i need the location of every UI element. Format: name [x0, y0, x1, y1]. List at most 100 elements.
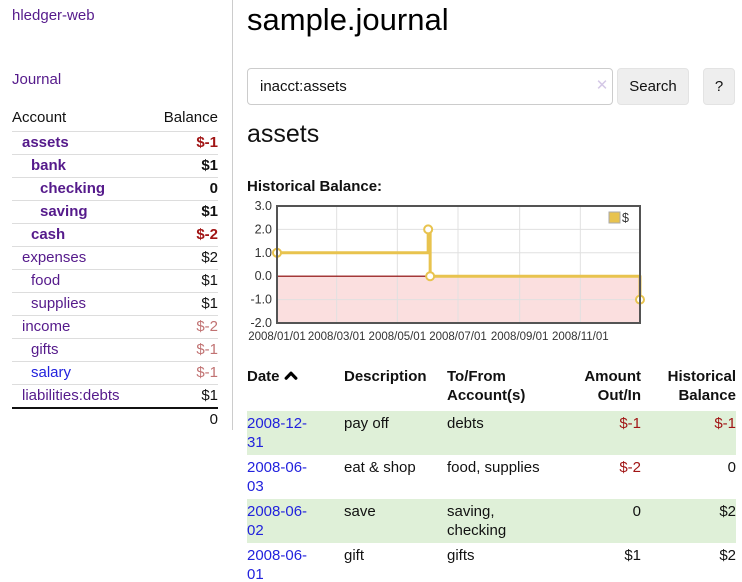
accounts-total-spacer: [12, 407, 149, 431]
sidebar-item-journal[interactable]: Journal: [12, 71, 62, 88]
account-balance: $1: [148, 200, 218, 224]
account-row: gifts $-1: [12, 338, 218, 362]
svg-text:2008/03/01: 2008/03/01: [308, 331, 366, 343]
account-balance: $-1: [148, 361, 218, 385]
account-link[interactable]: liabilities:debts: [22, 387, 120, 404]
account-balance: 0: [148, 177, 218, 201]
brand-link[interactable]: hledger-web: [12, 7, 95, 24]
search-input[interactable]: [247, 68, 613, 105]
account-balance: $1: [148, 384, 218, 408]
account-link[interactable]: expenses: [22, 249, 87, 266]
account-balance: $2: [148, 246, 218, 270]
help-button[interactable]: ?: [703, 68, 735, 105]
account-row: cash $-2: [12, 223, 218, 247]
transaction-description: pay off: [344, 411, 447, 455]
accounts-total-row: 0: [12, 407, 218, 431]
transaction-description: eat & shop: [344, 459, 416, 476]
transaction-accounts: gifts: [447, 547, 475, 564]
register-row: 2008-06-01 gift gifts $1 $2: [247, 543, 736, 582]
transaction-amount: $-1: [577, 411, 641, 455]
accounts-header-account: Account: [12, 109, 67, 126]
transaction-accounts: saving, checking: [447, 499, 577, 543]
historical-balance-chart: 3.0 2.0 1.0 0.0 -1.0 -2.0 2008/01/01 2008/03/01…: [240, 199, 670, 350]
svg-text:-1.0: -1.0: [250, 293, 272, 307]
clear-search-icon[interactable]: ✕: [595, 77, 609, 94]
account-row: bank $1: [12, 154, 218, 178]
accounts-header-row: Account Balance: [12, 106, 218, 132]
svg-text:2.0: 2.0: [255, 222, 272, 236]
transaction-amount: 0: [577, 499, 641, 543]
account-link[interactable]: supplies: [31, 295, 87, 312]
register-table: Date Description To/From Account(s) Amou…: [247, 364, 736, 582]
chevron-up-icon: [284, 367, 298, 386]
data-point: [425, 271, 436, 282]
transaction-balance: 0: [727, 459, 736, 476]
register-header-description: Description: [344, 368, 427, 385]
transaction-date-link[interactable]: 2008-06-03: [247, 459, 308, 495]
account-link[interactable]: assets: [22, 134, 69, 151]
account-balance: $-1: [148, 131, 218, 155]
account-page-title: assets: [247, 120, 320, 148]
accounts-total-value: 0: [148, 407, 218, 431]
transaction-balance: $2: [719, 547, 736, 564]
transaction-amount: $-2: [619, 459, 641, 476]
transaction-accounts: food, supplies: [447, 459, 540, 476]
account-row: expenses $2: [12, 246, 218, 270]
transaction-description: gift: [344, 547, 365, 564]
account-balance: $-2: [148, 315, 218, 339]
account-row: income $-2: [12, 315, 218, 339]
account-row: salary $-1: [12, 361, 218, 385]
transaction-date-link[interactable]: 2008-06-02: [247, 503, 308, 539]
register-row: 2008-06-03 eat & shop food, supplies $-2 0: [247, 455, 736, 499]
register-header-date-label: Date: [247, 368, 280, 385]
transaction-date-link[interactable]: 2008-06-01: [247, 547, 308, 582]
sidebar-divider: [232, 0, 233, 430]
svg-text:0.0: 0.0: [255, 269, 272, 283]
legend-swatch: [608, 211, 621, 224]
account-row: liabilities:debts $1: [12, 384, 218, 408]
register-row: 2008-06-02 save saving, checking 0 $2: [247, 499, 736, 543]
account-row: assets $-1: [12, 131, 218, 155]
account-balance: $1: [148, 269, 218, 293]
register-header-row: Date Description To/From Account(s) Amou…: [247, 364, 736, 411]
svg-text:2008/11/01: 2008/11/01: [552, 331, 609, 343]
register-header-accounts: To/From Account(s): [447, 368, 526, 404]
transaction-date-link[interactable]: 2008-12-31: [247, 415, 308, 451]
account-row: food $1: [12, 269, 218, 293]
page-title: sample.journal: [247, 2, 449, 37]
transaction-balance: $2: [641, 499, 736, 543]
account-link[interactable]: salary: [31, 364, 72, 381]
account-link[interactable]: saving: [40, 203, 88, 220]
register-header-date[interactable]: Date: [247, 364, 344, 411]
account-balance: $1: [148, 292, 218, 316]
svg-text:2008/07/01: 2008/07/01: [429, 331, 487, 343]
transaction-balance: $-1: [641, 411, 736, 455]
account-balance: $-2: [148, 223, 218, 247]
chart-label: Historical Balance:: [247, 178, 383, 195]
account-row: supplies $1: [12, 292, 218, 316]
legend-label: $: [622, 211, 629, 225]
accounts-header-balance: Balance: [163, 109, 218, 126]
register-row: 2008-12-31 pay off debts $-1 $-1: [247, 411, 736, 455]
account-row: saving $1: [12, 200, 218, 224]
account-balance: $1: [148, 154, 218, 178]
account-link[interactable]: bank: [31, 157, 67, 174]
transaction-amount: $1: [624, 547, 641, 564]
svg-text:2008/05/01: 2008/05/01: [369, 331, 427, 343]
account-balance: $-1: [148, 338, 218, 362]
transaction-accounts: debts: [447, 411, 577, 455]
svg-text:-2.0: -2.0: [250, 316, 272, 330]
account-link[interactable]: gifts: [31, 341, 59, 358]
svg-text:2008/01/01: 2008/01/01: [248, 331, 306, 343]
svg-text:1.0: 1.0: [255, 246, 272, 260]
search-button[interactable]: Search: [617, 68, 689, 105]
account-link[interactable]: checking: [40, 180, 106, 197]
account-link[interactable]: income: [22, 318, 71, 335]
data-point: [423, 224, 434, 235]
register-header-amount: Amount Out/In: [584, 368, 641, 404]
account-link[interactable]: food: [31, 272, 61, 289]
account-link[interactable]: cash: [31, 226, 66, 243]
account-row: checking 0: [12, 177, 218, 201]
